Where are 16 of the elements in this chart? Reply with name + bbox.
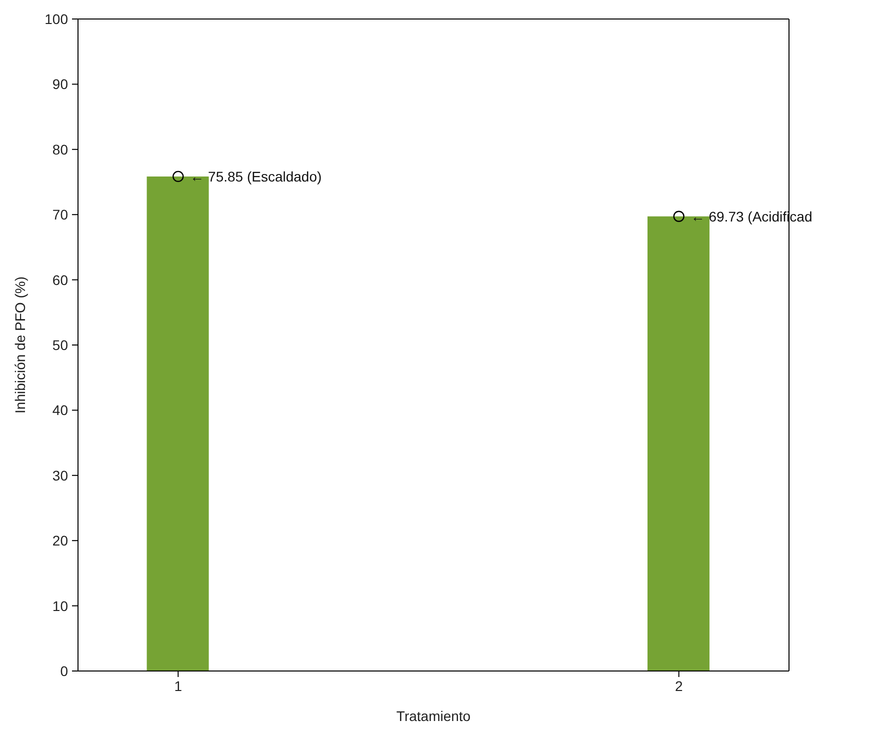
y-tick-label: 80	[52, 141, 68, 158]
annotation: ← 75.85 (Escaldado)	[190, 168, 322, 184]
x-axis-title: Tratamiento	[396, 708, 471, 724]
y-axis-title: Inhibición de PFO (%)	[12, 276, 28, 414]
y-tick-label: 20	[52, 532, 68, 549]
y-tick-label: 70	[52, 206, 68, 223]
y-tick-label: 10	[52, 598, 68, 614]
y-tick-label: 40	[52, 402, 68, 418]
y-tick-label: 50	[52, 336, 68, 353]
x-tick-label: 1	[174, 678, 182, 694]
y-tick-label: 60	[52, 272, 68, 288]
y-tick-label: 90	[52, 76, 68, 92]
y-tick-label: 0	[60, 662, 68, 679]
x-tick-label: 2	[674, 678, 683, 694]
y-tick-label: 100	[44, 10, 68, 27]
y-tick-label: 30	[52, 467, 68, 484]
